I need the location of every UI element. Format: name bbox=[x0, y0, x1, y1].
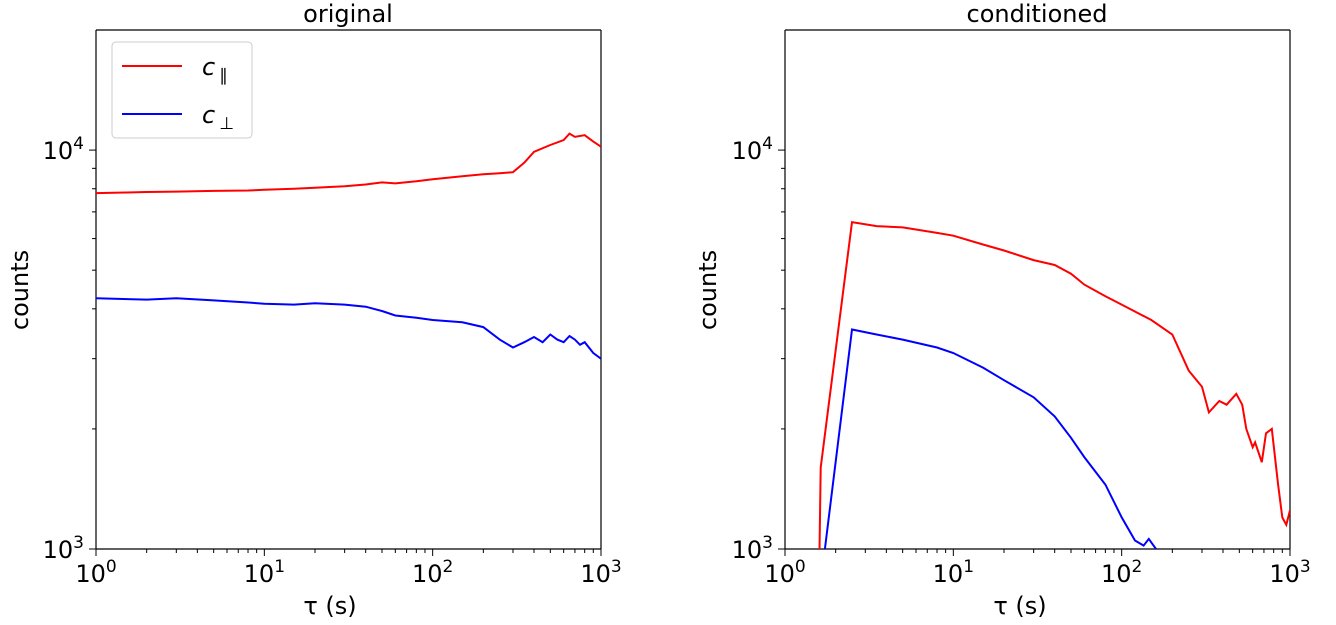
chart-title: conditioned bbox=[967, 0, 1108, 28]
y-tick-label: 103 bbox=[732, 533, 773, 564]
y-axis-label: counts bbox=[694, 250, 722, 330]
legend-label-perpendicular-sub: ⊥ bbox=[219, 114, 234, 134]
x-tick-label: 101 bbox=[244, 557, 285, 588]
tick-exponent: 0 bbox=[106, 557, 117, 577]
tick-exponent: 2 bbox=[1132, 557, 1143, 577]
tick-exponent: 2 bbox=[443, 557, 454, 577]
tick-exponent: 1 bbox=[963, 557, 974, 577]
legend-label-perpendicular-main: c bbox=[202, 101, 215, 129]
series-lines bbox=[96, 132, 601, 360]
chart-title: original bbox=[303, 0, 393, 28]
tick-base: 10 bbox=[75, 560, 106, 588]
tick-base: 10 bbox=[732, 137, 763, 165]
series-lines bbox=[818, 220, 1290, 549]
tick-base: 10 bbox=[580, 560, 611, 588]
y-tick-label: 104 bbox=[732, 134, 773, 165]
tick-exponent: 0 bbox=[795, 557, 806, 577]
x-tick-label: 103 bbox=[1269, 557, 1310, 588]
tick-base: 10 bbox=[412, 560, 443, 588]
y-axis-label: counts bbox=[6, 250, 34, 330]
legend-label-parallel-sub: ∥ bbox=[219, 66, 228, 86]
tick-base: 10 bbox=[764, 560, 795, 588]
tick-exponent: 3 bbox=[611, 557, 622, 577]
series-line-parallel bbox=[96, 132, 601, 195]
tick-base: 10 bbox=[1101, 560, 1132, 588]
tick-base: 10 bbox=[244, 560, 275, 588]
tick-base: 10 bbox=[732, 536, 763, 564]
x-tick-label: 103 bbox=[580, 557, 621, 588]
tick-exponent: 3 bbox=[73, 533, 84, 553]
legend-label-parallel: c ∥ bbox=[202, 53, 228, 86]
x-axis-label: τ (s) bbox=[303, 592, 356, 620]
legend-label-parallel-main: c bbox=[202, 53, 215, 81]
series-line-parallel bbox=[818, 220, 1290, 549]
plot-frame bbox=[784, 29, 1291, 550]
series-line-perpendicular bbox=[96, 297, 601, 360]
y-tick-label: 103 bbox=[43, 533, 84, 564]
x-tick-label: 102 bbox=[412, 557, 453, 588]
x-tick-label: 102 bbox=[1101, 557, 1142, 588]
x-tick-label: 100 bbox=[75, 557, 116, 588]
plot-frame bbox=[95, 29, 602, 550]
y-tick-label: 104 bbox=[43, 134, 84, 165]
tick-base: 10 bbox=[43, 137, 74, 165]
x-axis-label: τ (s) bbox=[993, 592, 1046, 620]
x-tick-label: 100 bbox=[764, 557, 805, 588]
tick-base: 10 bbox=[43, 536, 74, 564]
tick-exponent: 1 bbox=[274, 557, 285, 577]
tick-marks bbox=[89, 149, 602, 556]
tick-base: 10 bbox=[1269, 560, 1300, 588]
tick-exponent: 4 bbox=[762, 134, 773, 154]
legend-label-perpendicular: c ⊥ bbox=[202, 101, 234, 134]
legend: c ∥ c ⊥ bbox=[111, 41, 253, 139]
x-tick-label: 101 bbox=[933, 557, 974, 588]
tick-base: 10 bbox=[933, 560, 964, 588]
tick-exponent: 4 bbox=[73, 134, 84, 154]
series-line-perpendicular bbox=[823, 328, 1157, 549]
tick-marks bbox=[778, 149, 1291, 556]
tick-exponent: 3 bbox=[1300, 557, 1311, 577]
tick-exponent: 3 bbox=[762, 533, 773, 553]
